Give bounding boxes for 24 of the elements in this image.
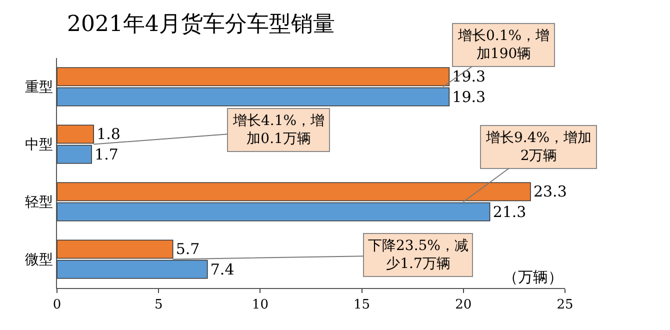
chart-title: 2021年4月货车分车型销量 bbox=[67, 12, 335, 37]
data-label: 23.3 bbox=[533, 182, 567, 201]
data-label: 19.3 bbox=[452, 88, 486, 106]
data-label: 19.3 bbox=[452, 68, 486, 86]
x-tick-label: 0 bbox=[52, 298, 62, 313]
annotation: 增长9.4%，增加2万辆 bbox=[485, 130, 592, 164]
data-label: 5.7 bbox=[176, 240, 200, 258]
x-tick-label: 20 bbox=[455, 298, 472, 313]
x-tick-label: 15 bbox=[354, 298, 370, 313]
annotation: 增长4.1%，增加0.1万辆 bbox=[232, 113, 325, 148]
y-tick-label: 中型 bbox=[25, 137, 54, 154]
y-tick-label: 微型 bbox=[25, 252, 54, 268]
x-tick-label: 25 bbox=[556, 298, 574, 313]
x-axis-title: （万辆） bbox=[503, 268, 563, 286]
x-tick-label: 10 bbox=[252, 298, 268, 313]
annotation: 下降23.5%，减少1.7万辆 bbox=[368, 238, 468, 272]
data-label: 7.4 bbox=[210, 260, 234, 278]
data-label: 21.3 bbox=[492, 202, 526, 221]
data-label: 1.7 bbox=[94, 145, 118, 164]
data-label: 1.8 bbox=[96, 125, 120, 144]
y-tick-label: 轻型 bbox=[25, 194, 54, 211]
x-tick-label: 5 bbox=[154, 298, 163, 313]
y-tick-label: 重型 bbox=[25, 80, 54, 96]
annotation: 增长0.1%，增加190辆 bbox=[457, 28, 550, 62]
